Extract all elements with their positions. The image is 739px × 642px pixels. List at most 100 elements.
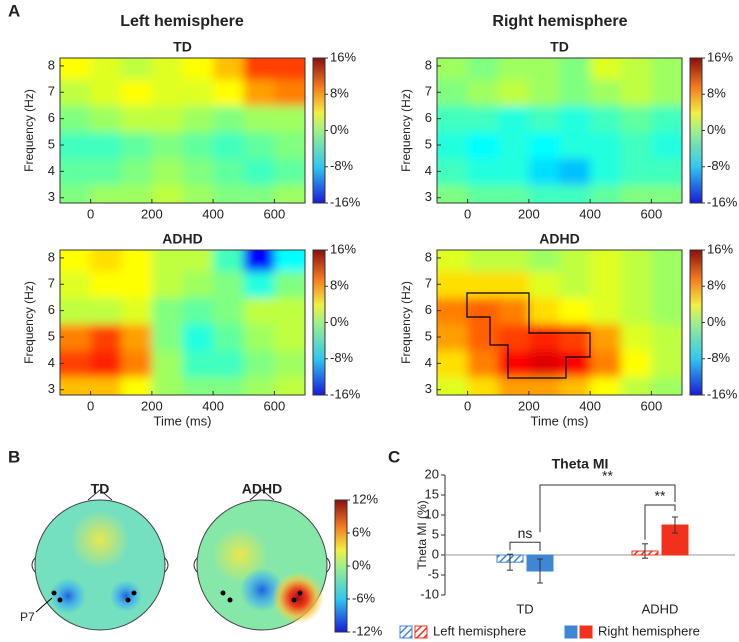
y-tick-label: 8 xyxy=(48,57,55,72)
heat-cell xyxy=(151,105,183,133)
heat-cell xyxy=(437,376,469,395)
heat-cell xyxy=(437,105,469,133)
heat-cell xyxy=(182,297,214,325)
heat-cell xyxy=(90,376,122,395)
legend-label: Right hemisphere xyxy=(598,623,700,638)
y-tick-label: 20 xyxy=(425,466,439,481)
chart-title: Theta MI xyxy=(552,456,609,472)
colorbar-label: -16% xyxy=(707,194,738,209)
significance-label: ** xyxy=(602,468,613,484)
x-tick-label: 200 xyxy=(518,398,540,413)
y-tick-label: 4 xyxy=(48,355,55,370)
heat-cell xyxy=(243,184,275,203)
panel-label: C xyxy=(388,447,400,466)
panel-label: B xyxy=(8,447,20,466)
topomap-title: TD xyxy=(91,481,110,497)
heat-cell xyxy=(60,376,92,395)
heat-cell xyxy=(213,58,245,80)
heat-cell xyxy=(559,131,591,159)
electrode xyxy=(297,590,303,596)
plot-title: TD xyxy=(550,39,569,55)
heat-cell xyxy=(620,131,652,159)
heat-cell xyxy=(498,58,530,80)
x-tick-label: 0 xyxy=(87,398,94,413)
heat-cell xyxy=(590,79,622,106)
heat-cell xyxy=(121,58,153,80)
y-tick-label: 4 xyxy=(48,163,55,178)
heat-cell xyxy=(590,250,622,272)
colorbar-label: 0% xyxy=(330,122,349,137)
heat-cell xyxy=(213,271,245,298)
heat-cell xyxy=(121,350,153,378)
plot-title: TD xyxy=(173,39,192,55)
heat-cell xyxy=(182,79,214,106)
significance-bracket xyxy=(539,484,676,533)
heat-cell xyxy=(274,58,305,80)
plot-frame xyxy=(59,57,306,204)
cells xyxy=(437,250,682,395)
heat-cell xyxy=(243,79,275,106)
heat-cell xyxy=(528,105,560,133)
heat-cell xyxy=(590,271,622,298)
heat-cell xyxy=(651,376,682,395)
y-axis-label: Frequency (Hz) xyxy=(399,89,413,172)
heat-cell xyxy=(437,131,469,159)
colorbar-label: 8% xyxy=(707,86,726,101)
colorbar-label: 8% xyxy=(330,86,349,101)
topomap-adhd xyxy=(193,489,331,631)
heat-cell xyxy=(213,297,245,325)
heat-cell xyxy=(121,79,153,106)
heat-cell xyxy=(274,250,305,272)
significance-bracket xyxy=(644,504,676,540)
heat-cell xyxy=(620,158,652,186)
heat-cell xyxy=(182,105,214,133)
heat-cell xyxy=(274,105,305,133)
y-tick-label: 6 xyxy=(425,110,432,125)
arrow xyxy=(35,597,53,613)
heat-cell xyxy=(498,376,530,395)
heat-cell xyxy=(274,184,305,203)
heat-cell xyxy=(151,271,183,298)
heat-cell xyxy=(559,271,591,298)
colorbar xyxy=(689,249,703,396)
heat-cell xyxy=(90,184,122,203)
heat-cell xyxy=(182,323,214,351)
heat-cell xyxy=(90,323,122,351)
x-tick-label: 400 xyxy=(579,206,601,221)
heat-cell xyxy=(590,131,622,159)
y-tick-label: 5 xyxy=(425,328,432,343)
x-tick-label: 0 xyxy=(87,206,94,221)
x-tick-label: 600 xyxy=(641,398,663,413)
heat-cell xyxy=(90,131,122,159)
heat-cell xyxy=(90,58,122,80)
ears xyxy=(193,557,331,573)
colorbar-label: -16% xyxy=(330,386,361,401)
heat-cell xyxy=(651,250,682,272)
x-tick-label: 600 xyxy=(641,206,663,221)
blob xyxy=(70,510,130,570)
colorbar-label: 8% xyxy=(330,278,349,293)
x-axis-label: Time (ms) xyxy=(153,413,211,428)
y-axis-label: Frequency (Hz) xyxy=(22,281,36,364)
heat-cell xyxy=(498,350,530,378)
heat-cell xyxy=(620,79,652,106)
heat-cell xyxy=(559,350,591,378)
y-tick-label: 3 xyxy=(425,381,432,396)
y-tick-label: 5 xyxy=(432,526,439,541)
heat-cell xyxy=(274,158,305,186)
colorbar-label: 0% xyxy=(707,122,726,137)
heat-cell xyxy=(651,271,682,298)
y-tick-label: 10 xyxy=(425,506,439,521)
y-axis-label: Frequency (Hz) xyxy=(22,89,36,172)
heat-cell xyxy=(498,79,530,106)
column-title: Right hemisphere xyxy=(492,13,627,30)
colorbar-label: 6% xyxy=(352,524,371,539)
y-tick-label: 8 xyxy=(48,249,55,264)
heat-cell xyxy=(437,58,469,80)
y-tick-label: 5 xyxy=(48,328,55,343)
colorbar-label: 0% xyxy=(352,557,371,572)
heat-cell xyxy=(467,58,499,80)
heatmap xyxy=(437,58,682,203)
heat-cell xyxy=(90,158,122,186)
heat-cell xyxy=(121,184,153,203)
